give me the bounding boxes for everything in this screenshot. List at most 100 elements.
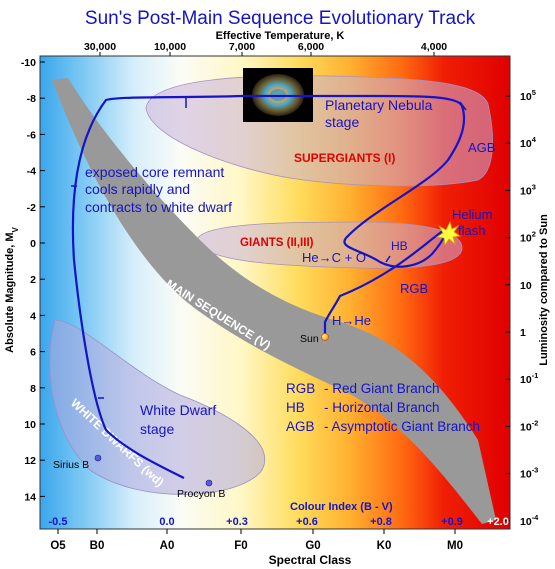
- he-c-o-label: He→C + O: [302, 250, 366, 265]
- legend-abbr: RGB: [286, 381, 315, 396]
- right-tick-label: 1: [520, 327, 526, 339]
- right-axis-label: Luminosity compared to Sun: [538, 214, 550, 366]
- planetary-nebula-label-1: Planetary Nebula: [325, 97, 433, 113]
- left-tick-label: -6: [27, 129, 36, 141]
- left-tick-label: 10: [24, 419, 36, 431]
- right-tick-exponent: 4: [532, 135, 537, 144]
- left-tick-label: -2: [27, 202, 36, 214]
- left-tick-label: 4: [30, 310, 36, 322]
- left-tick-label: -10: [21, 57, 36, 69]
- track-arrow-5: [385, 255, 391, 263]
- top-tick-label: 4,000: [421, 41, 447, 53]
- right-tick-label: 102: [520, 230, 536, 245]
- bottom-tick-label: G0: [305, 540, 320, 552]
- colour-index-label: Colour Index (B - V): [290, 501, 393, 513]
- right-tick-label: 104: [520, 135, 537, 150]
- h-he-label: H→He: [332, 313, 371, 328]
- procyon-b-marker: [205, 479, 213, 487]
- left-axis-label-sub: V: [11, 226, 20, 232]
- right-tick-base: 10: [520, 185, 532, 197]
- colour-index-value: +2.0: [487, 516, 509, 528]
- left-tick-label: 12: [24, 455, 36, 467]
- bottom-axis-label: Spectral Class: [269, 553, 352, 567]
- top-tick-label: 10,000: [154, 41, 186, 53]
- right-tick-base: 10: [520, 421, 532, 433]
- track-arrow-2: [459, 101, 467, 111]
- planetary-nebula-label-2: stage: [325, 114, 359, 130]
- right-tick-base: 10: [520, 374, 532, 386]
- legend-text: - Asymptotic Giant Branch: [324, 419, 480, 434]
- left-tick-label: 2: [30, 274, 36, 286]
- colour-index-value: +0.6: [296, 516, 318, 528]
- procyon-b-label: Procyon B: [177, 488, 225, 500]
- right-tick-label: 10-3: [520, 466, 538, 481]
- core-remnant-label-3: contracts to white dwarf: [85, 199, 232, 215]
- colour-index-value: +0.8: [370, 516, 392, 528]
- right-tick-exponent: -2: [532, 418, 539, 427]
- giants-region: [197, 221, 463, 269]
- right-tick-label: 103: [520, 182, 536, 197]
- right-tick-label: 105: [520, 88, 536, 103]
- legend-text: - Horizontal Branch: [324, 400, 440, 415]
- main-sequence-band: [52, 78, 496, 524]
- right-tick-exponent: 2: [532, 230, 536, 239]
- right-tick-exponent: -4: [532, 513, 539, 522]
- left-tick-label: -8: [27, 93, 36, 105]
- bottom-tick-label: M0: [447, 540, 463, 552]
- sun-marker: [321, 333, 329, 341]
- right-tick-base: 10: [520, 91, 532, 103]
- right-tick-label: 10: [520, 280, 532, 292]
- bottom-tick-label: F0: [234, 540, 247, 552]
- top-axis-label: Effective Temperature, K: [216, 30, 345, 42]
- right-tick-exponent: -3: [532, 466, 539, 475]
- giants-label: GIANTS (II,III): [240, 237, 314, 249]
- right-tick-base: 10: [520, 469, 532, 481]
- top-tick-label: 6,000: [298, 41, 324, 53]
- helium-flash-label-2: flash: [458, 223, 485, 238]
- left-tick-label: 14: [24, 491, 36, 503]
- left-tick-label: -4: [27, 166, 36, 178]
- bottom-tick-label: K0: [377, 540, 392, 552]
- left-axis-ticks: -10 -8 -6 -4 -2 0 2 4 6 8 10 12 14: [21, 57, 45, 503]
- evolutionary-track: [71, 94, 466, 479]
- left-tick-label: 6: [30, 347, 36, 359]
- right-tick-exponent: 5: [532, 88, 536, 97]
- rgb-label: RGB: [400, 281, 428, 296]
- left-tick-label: 0: [30, 238, 36, 250]
- right-tick-base: 10: [520, 138, 532, 150]
- right-tick-base: 10: [520, 280, 532, 292]
- helium-flash-label-1: Helium: [452, 207, 492, 222]
- right-tick-base: 10: [520, 516, 532, 528]
- top-axis-ticks: 30,000 10,000 7,000 6,000 4,000: [84, 41, 447, 57]
- white-dwarf-stage-label-2: stage: [140, 421, 174, 437]
- bottom-tick-label: B0: [90, 540, 105, 552]
- agb-label: AGB: [468, 140, 495, 155]
- core-remnant-label-2: cools rapidly and: [85, 181, 190, 197]
- colour-index-value: 0.0: [159, 516, 174, 528]
- legend: RGB - Red Giant Branch HB - Horizontal Bran…: [286, 381, 480, 434]
- colour-index-value: -0.5: [49, 516, 68, 528]
- sirius-b-marker: [94, 454, 102, 462]
- hb-label: HB: [391, 239, 408, 253]
- white-dwarf-stage-label-1: White Dwarf: [140, 402, 216, 418]
- right-tick-base: 10: [520, 233, 532, 245]
- top-tick-label: 7,000: [229, 41, 255, 53]
- colour-index-value: +0.3: [226, 516, 248, 528]
- right-tick-exponent: 3: [532, 182, 536, 191]
- right-tick-exponent: -1: [532, 371, 539, 380]
- plot-frame: [39, 55, 511, 530]
- bottom-tick-label: O5: [50, 540, 66, 552]
- right-tick-base: 1: [520, 327, 526, 339]
- top-tick-label: 30,000: [84, 41, 116, 53]
- bottom-axis-ticks: O5 B0 A0 F0 G0 K0 M0: [50, 529, 463, 552]
- helium-flash-burst: [435, 220, 462, 247]
- right-tick-label: 10-2: [520, 418, 538, 433]
- left-tick-label: 8: [30, 383, 36, 395]
- sun-label: Sun: [300, 333, 319, 345]
- legend-text: - Red Giant Branch: [324, 381, 440, 396]
- bottom-tick-label: A0: [160, 540, 175, 552]
- legend-abbr: AGB: [286, 419, 315, 434]
